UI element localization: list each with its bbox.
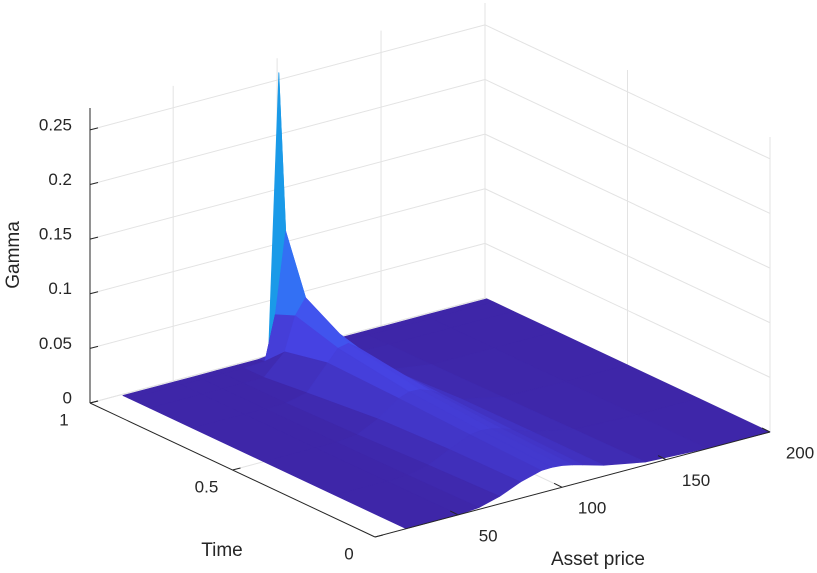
z-tick-label: 0.15 — [39, 225, 72, 244]
grid-line — [89, 24, 486, 131]
x-tick — [553, 482, 563, 488]
y-tick-label: 0 — [344, 544, 353, 563]
z-tick-label: 0.05 — [39, 334, 72, 353]
z-tick — [89, 291, 99, 295]
grid-line — [484, 79, 771, 214]
x-tick — [657, 455, 667, 461]
y-tick — [374, 534, 384, 538]
z-tick-label: 0.1 — [48, 279, 72, 298]
grid-line — [484, 242, 771, 378]
x-tick — [449, 510, 459, 516]
y-tick-label: 1 — [59, 410, 68, 429]
z-axis-title: Gamma — [3, 221, 24, 289]
axes: 50 100 150 200 0 0.5 1 0 0.05 0.1 0.15 0.2 0.25 — [39, 108, 814, 563]
grid-line — [89, 78, 486, 185]
z-tick — [89, 345, 99, 349]
x-axis-line — [374, 431, 771, 538]
grid-line — [484, 133, 771, 269]
x-axis-title: Asset price — [551, 549, 645, 570]
grid-line — [89, 133, 486, 240]
z-tick — [89, 400, 99, 404]
z-tick-label: 0.25 — [39, 115, 72, 134]
grid-line — [484, 24, 771, 160]
x-tick-label: 150 — [682, 471, 710, 490]
x-tick — [761, 427, 771, 433]
z-tick-label: 0 — [63, 388, 72, 407]
y-tick — [232, 467, 241, 471]
surface — [122, 72, 771, 530]
grid-line — [484, 188, 771, 324]
x-tick-label: 50 — [479, 526, 498, 545]
z-tick-label: 0.2 — [48, 170, 72, 189]
x-tick-label: 100 — [578, 499, 606, 518]
y-tick-label: 0.5 — [195, 477, 219, 496]
y-axis-title: Time — [201, 540, 243, 561]
z-tick — [89, 127, 99, 131]
z-tick — [89, 181, 99, 185]
x-tick-label: 200 — [786, 443, 814, 462]
z-tick — [89, 236, 99, 240]
